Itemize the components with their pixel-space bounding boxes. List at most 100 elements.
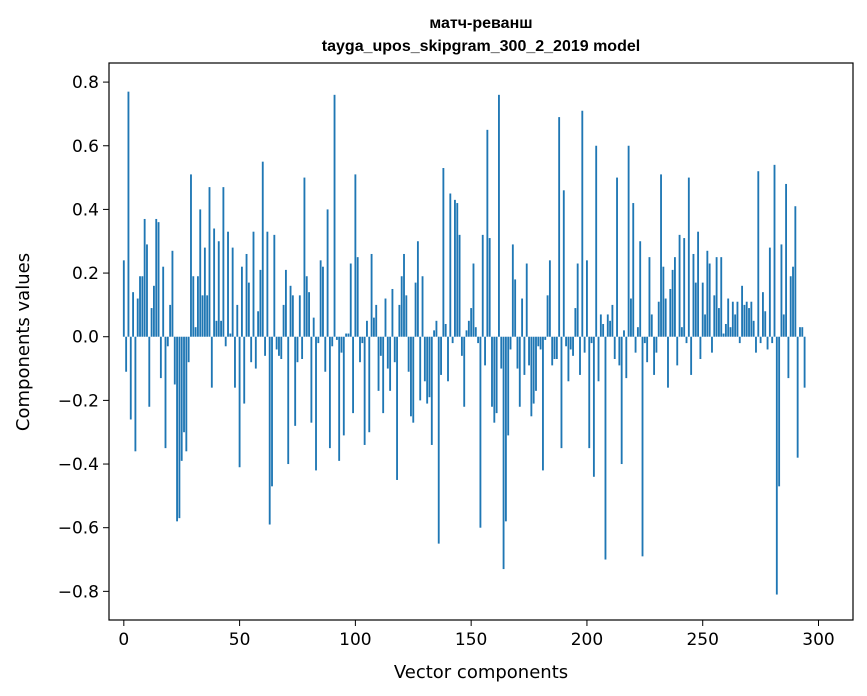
bar-140 (447, 336, 449, 382)
x-tick-label: 200 (571, 630, 603, 650)
bar-171 (518, 336, 521, 407)
bar-248 (697, 231, 700, 337)
bar-256 (715, 257, 718, 337)
bar-105 (366, 320, 368, 337)
bar-284 (780, 244, 783, 337)
bar-3 (129, 336, 132, 420)
bar-100 (354, 174, 357, 337)
bar-280 (771, 336, 774, 344)
bar-127 (416, 241, 419, 337)
x-tick-label: 0 (118, 630, 129, 650)
chart-title-line2: tayga_upos_skipgram_300_2_2019 model (322, 38, 640, 55)
bar-69 (282, 304, 285, 337)
bar-34 (201, 295, 204, 337)
bar-159 (491, 336, 493, 407)
bar-184 (548, 260, 551, 337)
bar-281 (773, 164, 776, 337)
bar-180 (539, 336, 542, 350)
bar-10 (146, 244, 148, 337)
bar-18 (164, 336, 167, 449)
bar-220 (632, 203, 635, 337)
bar-92 (335, 336, 338, 340)
bar-24 (178, 336, 181, 519)
bar-112 (382, 336, 385, 414)
bar-153 (477, 336, 480, 344)
bar-26 (183, 336, 185, 433)
bar-206 (599, 314, 602, 337)
bar-63 (268, 336, 271, 525)
bar-71 (287, 336, 290, 465)
bar-44 (224, 336, 227, 347)
bar-167 (509, 336, 512, 350)
bar-157 (486, 129, 489, 337)
bar-9 (143, 218, 146, 337)
bar-251 (704, 314, 706, 337)
bar-292 (799, 327, 801, 337)
bar-154 (479, 336, 482, 528)
bar-224 (641, 336, 644, 557)
bar-234 (664, 298, 667, 337)
chart-title-line1: матч-реванш (429, 15, 532, 32)
bar-72 (289, 285, 292, 337)
bar-64 (271, 336, 273, 487)
bar-265 (736, 301, 739, 337)
bar-289 (792, 266, 794, 337)
bar-177 (532, 336, 535, 404)
bar-85 (319, 260, 322, 337)
bar-79 (305, 276, 308, 337)
bar-215 (620, 336, 623, 465)
bar-6 (136, 298, 139, 337)
bar-209 (606, 314, 609, 337)
bar-262 (729, 327, 732, 337)
bar-78 (303, 177, 306, 337)
bar-226 (646, 336, 649, 363)
bar-210 (609, 320, 612, 337)
bar-0 (122, 260, 125, 337)
bar-82 (312, 317, 315, 337)
bar-15 (157, 222, 160, 337)
bar-218 (627, 145, 630, 337)
bar-1 (125, 336, 128, 372)
bar-258 (720, 257, 723, 337)
bar-68 (280, 336, 283, 360)
bar-162 (498, 94, 500, 337)
bar-199 (583, 336, 586, 353)
bar-172 (521, 298, 524, 337)
bar-37 (208, 187, 211, 337)
bar-48 (234, 336, 236, 388)
bar-228 (650, 314, 653, 337)
bar-249 (699, 336, 702, 360)
bar-84 (317, 336, 320, 344)
bar-161 (495, 336, 498, 414)
bar-263 (731, 301, 734, 337)
bar-250 (701, 282, 704, 337)
bar-207 (602, 323, 605, 337)
bar-137 (440, 336, 442, 375)
bar-232 (660, 174, 662, 337)
bar-164 (502, 336, 505, 570)
bar-166 (507, 336, 510, 436)
bar-282 (775, 336, 778, 595)
bar-77 (301, 336, 304, 360)
bar-212 (613, 336, 616, 360)
bar-89 (328, 336, 331, 449)
bar-27 (185, 336, 188, 452)
bar-290 (794, 206, 797, 337)
bar-8 (141, 276, 144, 337)
bar-73 (291, 295, 294, 337)
bar-241 (680, 327, 683, 337)
bar-98 (349, 263, 352, 337)
bar-288 (789, 276, 792, 337)
bar-196 (576, 263, 579, 337)
bar-13 (153, 285, 155, 337)
bar-240 (678, 234, 681, 337)
bar-143 (454, 199, 456, 337)
bar-211 (611, 304, 614, 337)
bar-268 (743, 304, 746, 337)
bar-187 (555, 336, 558, 360)
bar-146 (460, 336, 463, 356)
bar-130 (423, 336, 426, 382)
bar-219 (630, 298, 632, 337)
bar-225 (643, 336, 646, 344)
bar-25 (180, 336, 183, 461)
